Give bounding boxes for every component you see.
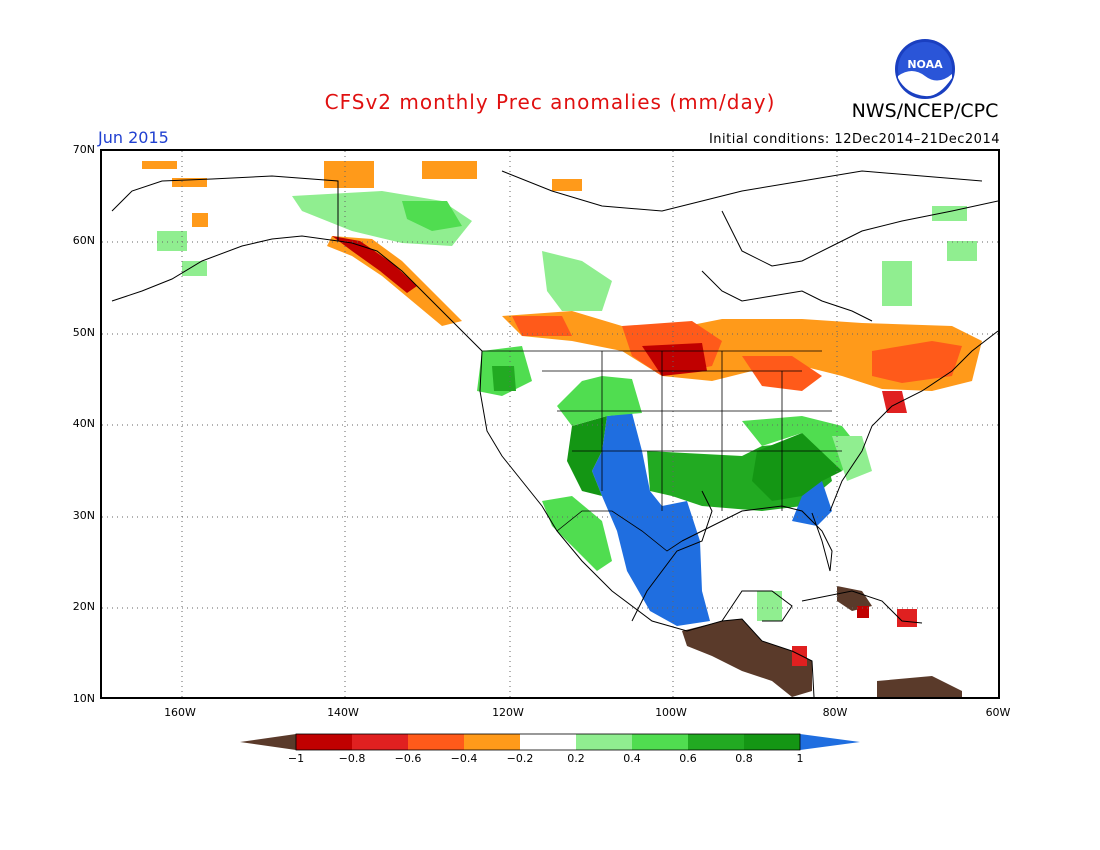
colorbar-label: −1 xyxy=(287,752,305,765)
wet-light-patch xyxy=(157,231,187,251)
dry-light-patch xyxy=(552,179,582,191)
wet-light-patch xyxy=(947,241,977,261)
noaa-logo: NOAA xyxy=(894,38,956,100)
colorbar-swatch xyxy=(576,734,632,750)
dry-region xyxy=(512,316,572,336)
dry-extreme-region xyxy=(682,619,812,697)
colorbar-swatch xyxy=(744,734,800,750)
wet-region xyxy=(402,201,462,231)
dry-strong-region xyxy=(332,236,417,293)
lon-label: 140W xyxy=(327,706,359,719)
colorbar-label: 1 xyxy=(796,752,804,765)
colorbar-swatch-above-max xyxy=(800,734,860,750)
colorbar xyxy=(240,733,862,757)
dry-light-patch xyxy=(192,213,208,227)
lon-label: 60W xyxy=(985,706,1011,719)
colorbar-swatch xyxy=(520,734,576,750)
wet-strong-region xyxy=(792,481,832,526)
wet-light-patch xyxy=(757,591,782,621)
wet-light-region xyxy=(832,436,872,481)
map-canvas xyxy=(102,151,998,697)
colorbar-swatch xyxy=(632,734,688,750)
forecast-month: Jun 2015 xyxy=(98,128,169,147)
lat-label: 40N xyxy=(72,417,95,430)
wet-light-region xyxy=(557,376,642,426)
dry-light-patch xyxy=(324,161,374,188)
wet-light-patch xyxy=(882,261,912,306)
wet-region xyxy=(492,366,516,391)
lon-label: 100W xyxy=(655,706,687,719)
dry-patch xyxy=(857,606,869,618)
wet-light-region xyxy=(742,416,862,471)
colorbar-swatch xyxy=(352,734,408,750)
colorbar-label: −0.8 xyxy=(338,752,366,765)
dry-extreme-region xyxy=(877,676,962,697)
lon-label: 80W xyxy=(822,706,848,719)
lat-label: 30N xyxy=(72,509,95,522)
wet-light-region xyxy=(542,251,612,311)
lat-label: 60N xyxy=(72,234,95,247)
lat-label: 10N xyxy=(72,692,95,705)
political-borders xyxy=(482,350,842,552)
colorbar-label: −0.6 xyxy=(394,752,422,765)
colorbar-label: 0.8 xyxy=(735,752,753,765)
dry-patch xyxy=(792,646,807,666)
lat-label: 20N xyxy=(72,600,95,613)
wet-strong-region xyxy=(592,413,710,626)
colorbar-swatch xyxy=(408,734,464,750)
colorbar-svg xyxy=(240,733,860,751)
dry-light-patch xyxy=(172,178,207,187)
lon-label: 120W xyxy=(492,706,524,719)
anomaly-map xyxy=(100,149,1000,699)
colorbar-swatch xyxy=(464,734,520,750)
colorbar-label: 0.6 xyxy=(679,752,697,765)
colorbar-label: 0.2 xyxy=(567,752,585,765)
colorbar-label: 0.4 xyxy=(623,752,641,765)
lat-label: 50N xyxy=(72,326,95,339)
colorbar-label: −0.2 xyxy=(506,752,534,765)
dry-light-patch xyxy=(142,161,177,169)
wet-light-region xyxy=(542,496,612,571)
colorbar-swatch xyxy=(688,734,744,750)
colorbar-swatch-below-min xyxy=(240,734,296,750)
lon-label: 160W xyxy=(164,706,196,719)
colorbar-swatch xyxy=(296,734,352,750)
agency-label: NWS/NCEP/CPC xyxy=(851,100,999,122)
wet-region xyxy=(567,416,607,496)
dry-region xyxy=(882,391,907,413)
dry-region xyxy=(872,341,962,383)
initial-conditions: Initial conditions: 12Dec2014–21Dec2014 xyxy=(708,132,1000,147)
logo-text: NOAA xyxy=(907,58,943,71)
wet-region xyxy=(752,433,842,501)
coastlines xyxy=(111,170,998,697)
chart-title: CFSv2 monthly Prec anomalies (mm/day) xyxy=(324,90,776,114)
dry-patch xyxy=(897,609,917,627)
anomaly-field xyxy=(142,161,982,697)
wet-light-patch xyxy=(182,261,207,276)
dry-light-patch xyxy=(422,161,477,179)
lat-label: 70N xyxy=(72,143,95,156)
colorbar-label: −0.4 xyxy=(450,752,478,765)
